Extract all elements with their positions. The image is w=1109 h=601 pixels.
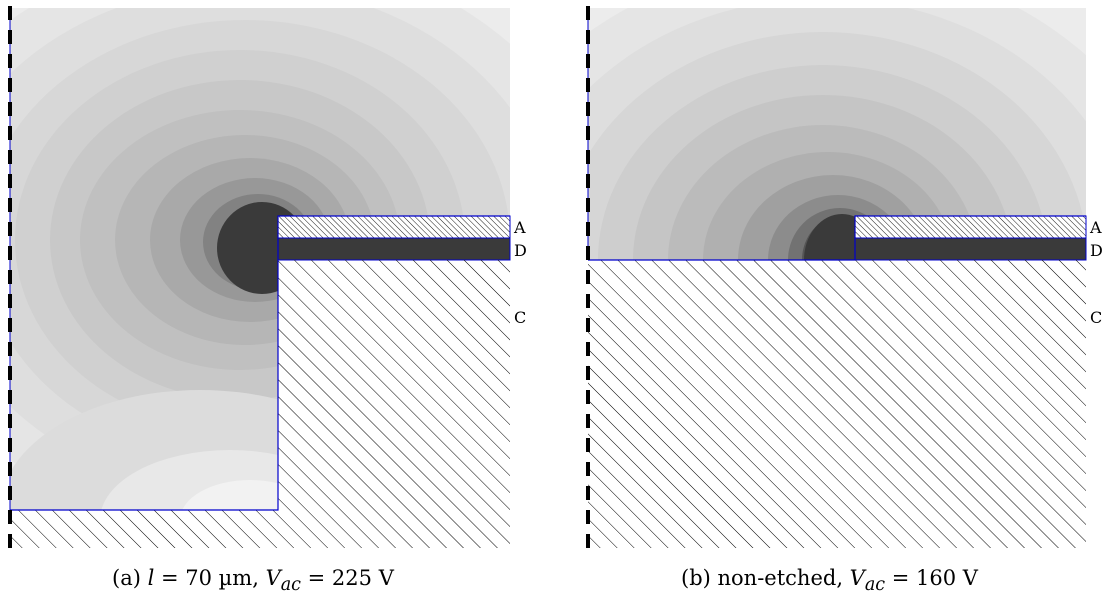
label-c-non-etched: C bbox=[1090, 308, 1102, 327]
label-a-etched: A bbox=[513, 218, 526, 237]
boundary-etched bbox=[10, 215, 510, 511]
panel-etched: A D C (a) l = 70 µm, Vac = 225 V bbox=[0, 0, 540, 601]
label-c-etched: C bbox=[514, 308, 526, 327]
label-d-non-etched: D bbox=[1090, 241, 1103, 260]
label-a-non-etched: A bbox=[1089, 218, 1102, 237]
field-plot-etched: A D C bbox=[8, 6, 527, 550]
boundary-non-etched bbox=[588, 215, 1086, 261]
potential-contours-non-etched bbox=[588, 8, 1086, 260]
dielectric-d-non-etched bbox=[854, 237, 1087, 261]
electrode-a-etched bbox=[277, 215, 511, 239]
label-d-etched: D bbox=[514, 241, 527, 260]
panel-non-etched: A D C (b) non-etched, Vac = 160 V bbox=[578, 0, 1109, 601]
electrode-a-non-etched bbox=[854, 215, 1087, 239]
dielectric-d-etched bbox=[277, 237, 511, 261]
electrode-c-non-etched bbox=[588, 260, 1086, 548]
caption-b: (b) non-etched, Vac = 160 V bbox=[681, 566, 978, 596]
caption-a: (a) l = 70 µm, Vac = 225 V bbox=[112, 566, 394, 596]
field-plot-non-etched: A D C bbox=[586, 6, 1103, 550]
electrode-c-etched bbox=[10, 260, 510, 548]
